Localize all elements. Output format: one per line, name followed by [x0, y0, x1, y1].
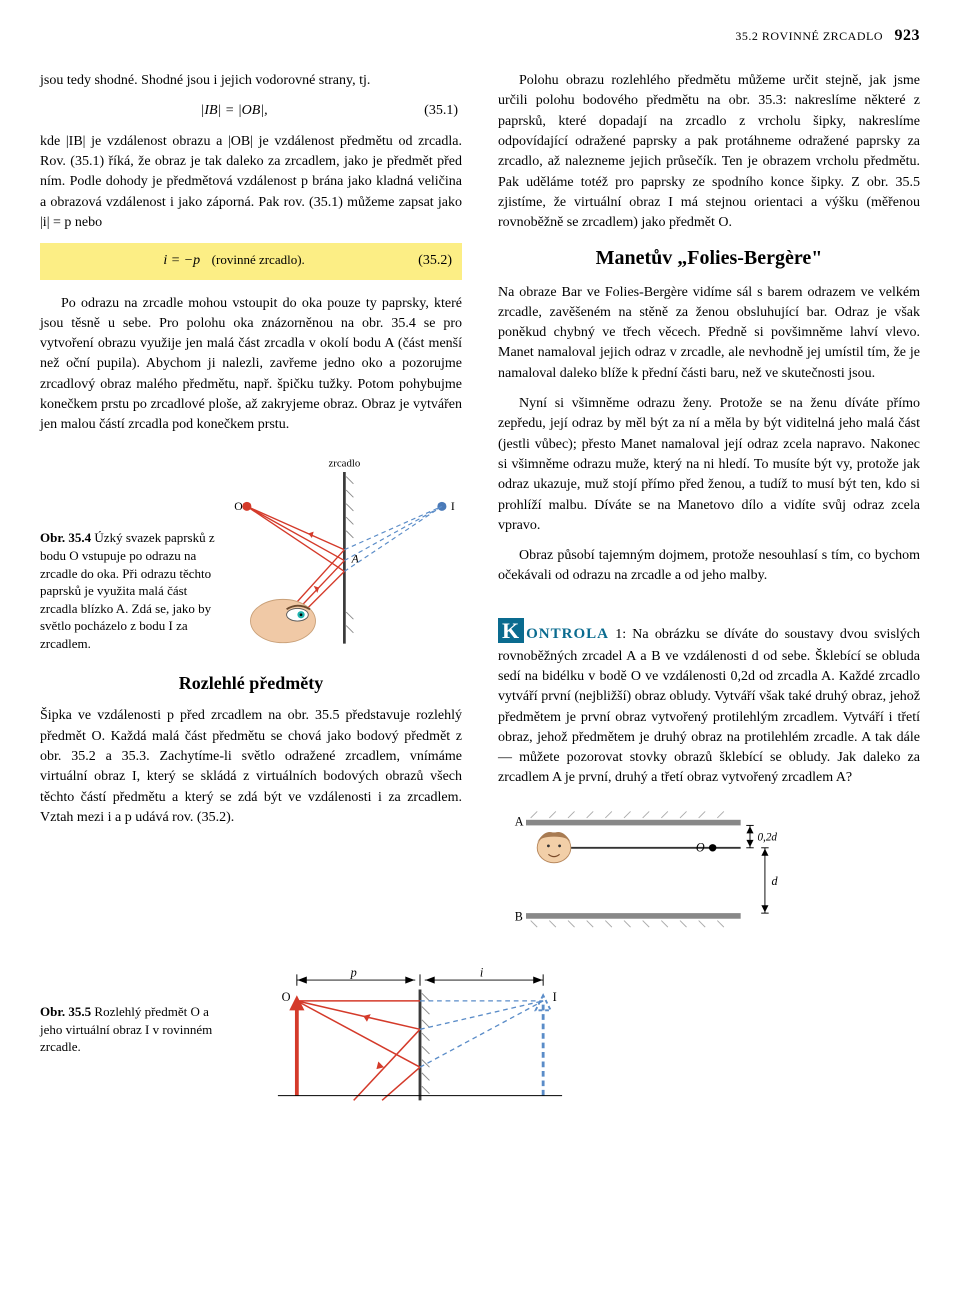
eq2-expr: i = −p (rovinné zrcadlo).	[50, 251, 418, 271]
label-B-mirror: B	[515, 909, 523, 923]
para-l4: Šipka ve vzdálenosti p před zrcadlem na …	[40, 706, 462, 828]
two-column-layout: jsou tedy shodné. Shodné jsou i jejich v…	[40, 71, 920, 933]
fig-354-caption: Obr. 35.4 Úzký svazek paprsků z bodu O v…	[40, 529, 217, 652]
para-r2: Na obraze Bar ve Folies-Bergère vidíme s…	[498, 283, 920, 384]
figure-35-4: Obr. 35.4 Úzký svazek paprsků z bodu O v…	[40, 454, 462, 653]
label-O-kon: O	[696, 840, 705, 854]
label-O-355: O	[282, 990, 291, 1004]
fig-355-diagram: p i O I	[240, 963, 920, 1105]
mirror-label: zrcadlo	[329, 457, 361, 469]
section-label: 35.2 ROVINNÉ ZRCADLO	[735, 29, 883, 43]
eq2-num: (35.2)	[418, 251, 452, 271]
para-l1: jsou tedy shodné. Shodné jsou i jejich v…	[40, 71, 462, 91]
eq1-expr: |IB| = |OB|,	[44, 101, 424, 121]
page-number: 923	[895, 27, 921, 44]
fig-354-diagram: zrcadlo O I	[227, 454, 462, 653]
monster-icon	[537, 832, 571, 863]
para-r4: Obraz působí tajemným dojmem, protože ne…	[498, 546, 920, 587]
label-p: p	[350, 966, 357, 980]
para-r3: Nyní si všimněme odrazu ženy. Protože se…	[498, 394, 920, 536]
kontrola-text: KONTROLA 1: Na obrázku se díváte do sous…	[498, 615, 920, 789]
eye-icon	[251, 599, 316, 642]
equation-35-1: |IB| = |OB|, (35.1)	[40, 101, 462, 121]
para-r1: Polohu obrazu rozlehlého předmětu můžeme…	[498, 71, 920, 233]
label-I-355: I	[553, 990, 557, 1004]
kontrola-k-icon: K	[498, 618, 524, 643]
label-O: O	[234, 500, 242, 513]
kontrola-head: KONTROLA	[498, 626, 609, 642]
page-header: 35.2 ROVINNÉ ZRCADLO 923	[40, 24, 920, 47]
eq1-num: (35.1)	[424, 101, 458, 121]
figure-35-5: Obr. 35.5 Rozlehlý předmět O a jeho virt…	[40, 963, 920, 1105]
para-l2: kde |IB| je vzdálenost obrazu a |OB| je …	[40, 132, 462, 233]
label-A-mirror: A	[515, 814, 524, 828]
label-02d: 0,2d	[757, 831, 777, 843]
label-d: d	[771, 874, 778, 888]
equation-35-2: i = −p (rovinné zrcadlo). (35.2)	[40, 243, 462, 279]
kontrola-figure: A B	[498, 803, 920, 934]
kontrola-block: KONTROLA 1: Na obrázku se díváte do sous…	[498, 615, 920, 934]
section-rozlehle: Rozlehlé předměty	[40, 670, 462, 696]
manet-heading: Manetův „Folies-Bergère"	[498, 244, 920, 273]
fig-355-caption: Obr. 35.5 Rozlehlý předmět O a jeho virt…	[40, 963, 216, 1056]
right-column: Polohu obrazu rozlehlého předmětu můžeme…	[498, 71, 920, 933]
left-column: jsou tedy shodné. Shodné jsou i jejich v…	[40, 71, 462, 933]
label-I: I	[451, 500, 455, 513]
label-i: i	[480, 966, 484, 980]
para-l3: Po odrazu na zrcadle mohou vstoupit do o…	[40, 294, 462, 436]
